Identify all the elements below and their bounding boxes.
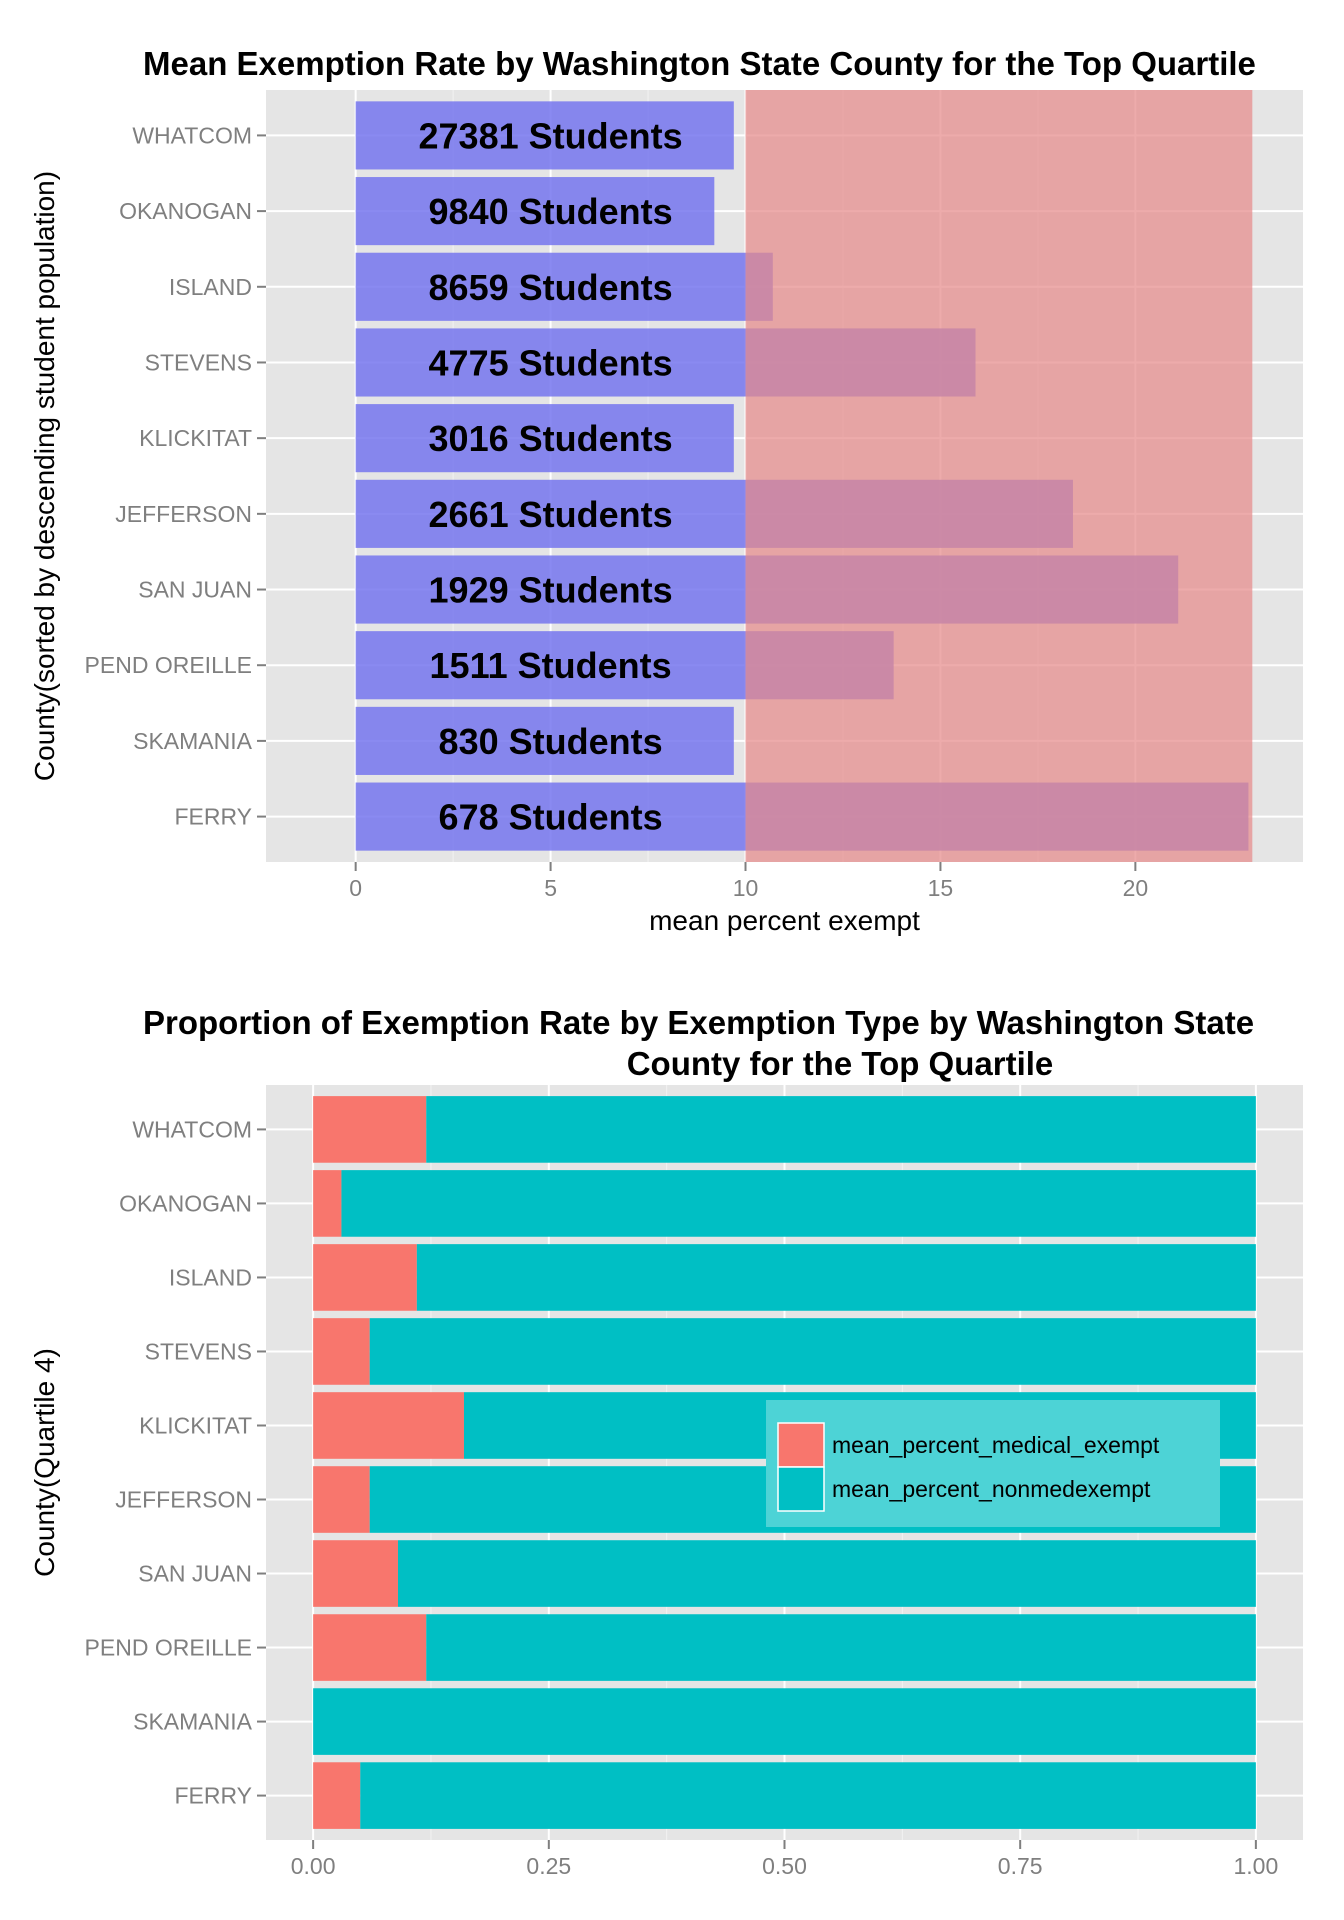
exemption-rate-panel: Mean Exemption Rate by Washington State … bbox=[29, 45, 1303, 936]
bar-okanogan-nonmed bbox=[341, 1170, 1256, 1237]
y-axis-label-1: County(sorted by descending student popu… bbox=[29, 171, 60, 781]
x-tick-label: 0.00 bbox=[291, 1853, 336, 1879]
highlight-band bbox=[745, 90, 1253, 862]
y-tick-label-whatcom: WHATCOM bbox=[132, 122, 252, 148]
y-tick-label-jefferson: JEFFERSON bbox=[115, 501, 252, 527]
bar-label-klickitat: 3016 Students bbox=[429, 418, 673, 459]
bar-okanogan-medical bbox=[313, 1170, 342, 1237]
x-tick-label: 0.50 bbox=[762, 1853, 807, 1879]
bar-whatcom bbox=[355, 101, 734, 170]
y-tick-label-jefferson: JEFFERSON bbox=[115, 1487, 252, 1513]
bar-klickitat bbox=[355, 404, 734, 473]
chart-title-2-line-2: County for the Top Quartile bbox=[627, 1045, 1054, 1082]
exemption-type-panel: Proportion of Exemption Rate by Exemptio… bbox=[29, 1004, 1303, 1879]
bar-san-juan-medical bbox=[313, 1540, 398, 1607]
y-tick-label-whatcom: WHATCOM bbox=[132, 1116, 252, 1142]
bar-san-juan-nonmed bbox=[397, 1540, 1256, 1607]
legend-label-nonmed: mean_percent_nonmedexempt bbox=[832, 1476, 1151, 1502]
x-axis-ticks-1: 0 5 10 15 20 bbox=[349, 862, 1148, 901]
y-tick-label-san-juan: SAN JUAN bbox=[138, 1561, 252, 1587]
x-tick-label: 0 bbox=[349, 875, 362, 901]
legend: mean_percent_medical_exempt mean_percent… bbox=[766, 1400, 1220, 1527]
y-axis-label-2: County(Quartile 4) bbox=[29, 1348, 60, 1577]
bar-klickitat-medical bbox=[313, 1392, 464, 1459]
y-tick-label-ferry: FERRY bbox=[174, 1783, 252, 1809]
y-tick-label-stevens: STEVENS bbox=[145, 1338, 252, 1364]
bar-label-whatcom: 27381 Students bbox=[419, 115, 683, 156]
bar-island-nonmed bbox=[416, 1244, 1256, 1311]
legend-background bbox=[766, 1400, 1220, 1527]
bar-label-ferry: 678 Students bbox=[439, 797, 663, 838]
y-tick-label-skamania: SKAMANIA bbox=[133, 1709, 253, 1735]
bar-label-okanogan: 9840 Students bbox=[429, 191, 673, 232]
bar-stevens-nonmed bbox=[369, 1318, 1256, 1385]
x-tick-label: 15 bbox=[928, 875, 954, 901]
y-tick-label-klickitat: KLICKITAT bbox=[139, 1412, 252, 1438]
bar-pend-oreille-nonmed bbox=[426, 1614, 1256, 1681]
bar-label-pend-oreille: 1511 Students bbox=[430, 645, 672, 686]
y-axis-ticks-2: WHATCOM OKANOGAN ISLAND STEVENS KLICKITAT JEF… bbox=[85, 1116, 266, 1809]
y-tick-label-okanogan: OKANOGAN bbox=[119, 1190, 252, 1216]
bar-island bbox=[355, 252, 773, 321]
bar-whatcom-medical bbox=[313, 1096, 427, 1163]
bar-label-island: 8659 Students bbox=[429, 267, 673, 308]
bar-ferry-nonmed bbox=[360, 1762, 1256, 1829]
bar-label-skamania: 830 Students bbox=[439, 721, 663, 762]
bar-label-jefferson: 2661 Students bbox=[429, 494, 673, 535]
bar-skamania-nonmed bbox=[313, 1688, 1256, 1755]
chart-title-1: Mean Exemption Rate by Washington State … bbox=[143, 45, 1256, 82]
y-tick-label-pend-oreille: PEND OREILLE bbox=[85, 1635, 252, 1661]
bar-ferry-medical bbox=[313, 1762, 361, 1829]
bar-label-stevens: 4775 Students bbox=[429, 342, 673, 383]
bar-island-medical bbox=[313, 1244, 417, 1311]
bar-jefferson-medical bbox=[313, 1466, 370, 1533]
y-tick-label-skamania: SKAMANIA bbox=[133, 728, 253, 754]
y-tick-label-klickitat: KLICKITAT bbox=[139, 425, 252, 451]
bar-skamania bbox=[355, 706, 734, 775]
legend-key-nonmed bbox=[777, 1466, 825, 1512]
y-axis-ticks-1: WHATCOM OKANOGAN ISLAND STEVENS KLICKITAT JEF… bbox=[85, 122, 266, 830]
bar-stevens-medical bbox=[313, 1318, 370, 1385]
x-tick-label: 0.75 bbox=[998, 1853, 1043, 1879]
bar-whatcom-nonmed bbox=[426, 1096, 1256, 1163]
y-tick-label-island: ISLAND bbox=[169, 274, 252, 300]
y-tick-label-san-juan: SAN JUAN bbox=[138, 577, 252, 603]
x-tick-label: 20 bbox=[1123, 875, 1149, 901]
y-tick-label-island: ISLAND bbox=[169, 1264, 252, 1290]
y-tick-label-pend-oreille: PEND OREILLE bbox=[85, 652, 252, 678]
x-axis-label-1: mean percent exempt bbox=[649, 905, 920, 936]
chart-title-2-line-1: Proportion of Exemption Rate by Exemptio… bbox=[143, 1004, 1254, 1041]
x-tick-label: 1.00 bbox=[1233, 1853, 1278, 1879]
x-tick-label: 5 bbox=[544, 875, 557, 901]
x-tick-label: 0.25 bbox=[526, 1853, 571, 1879]
legend-key-medical bbox=[777, 1422, 825, 1468]
y-tick-label-stevens: STEVENS bbox=[145, 349, 252, 375]
bar-okanogan bbox=[355, 177, 715, 246]
x-axis-ticks-2: 0.00 0.25 0.50 0.75 1.00 bbox=[291, 1840, 1278, 1879]
x-tick-label: 10 bbox=[733, 875, 759, 901]
bar-labels-1: 27381 Students 9840 Students 8659 Students… bbox=[419, 115, 683, 837]
y-tick-label-ferry: FERRY bbox=[174, 804, 252, 830]
bar-label-san-juan: 1929 Students bbox=[429, 570, 673, 611]
bar-pend-oreille-medical bbox=[313, 1614, 427, 1681]
legend-label-medical: mean_percent_medical_exempt bbox=[832, 1432, 1160, 1458]
y-tick-label-okanogan: OKANOGAN bbox=[119, 198, 252, 224]
